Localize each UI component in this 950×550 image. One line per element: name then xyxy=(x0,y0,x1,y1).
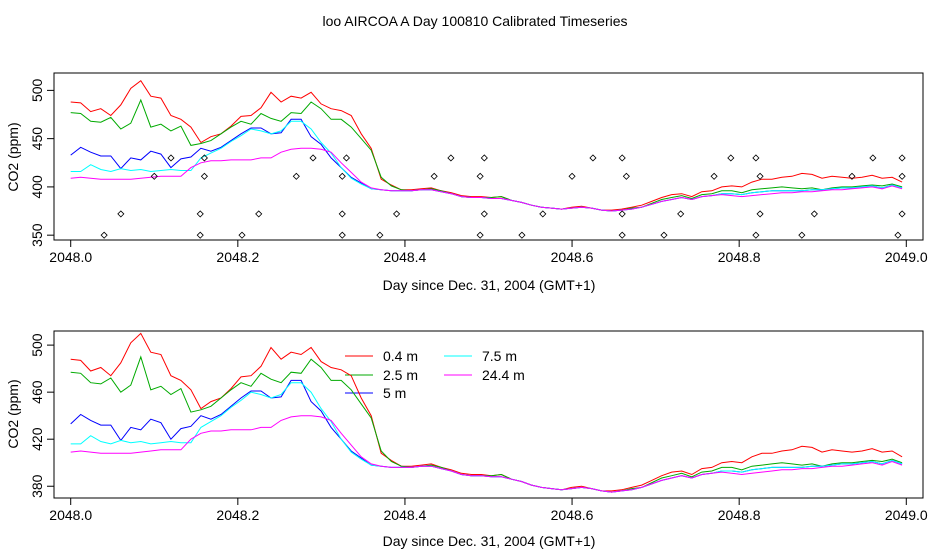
calibration-point xyxy=(338,210,346,218)
calibration-point xyxy=(869,154,877,162)
calibration-point xyxy=(255,210,263,218)
calibration-point xyxy=(894,231,902,239)
top-y-tick-label: 500 xyxy=(29,78,45,102)
calibration-point xyxy=(618,210,626,218)
calibration-point xyxy=(292,172,300,180)
calibration-point xyxy=(393,210,401,218)
bottom-y-tick-label: 420 xyxy=(29,427,45,451)
bottom-series-24-4-mm-line xyxy=(70,415,903,493)
calibration-point xyxy=(810,210,818,218)
top-series-4-line xyxy=(70,147,903,212)
calibration-point xyxy=(200,172,208,180)
bottom-x-tick-label: 2049.0 xyxy=(885,507,928,523)
top-x-tick-label: 2048.4 xyxy=(384,249,427,265)
top-series-1-line xyxy=(70,98,903,212)
calibration-point xyxy=(848,172,856,180)
top-y-tick-label: 350 xyxy=(29,223,45,247)
calibration-point xyxy=(589,154,597,162)
calibration-point xyxy=(518,231,526,239)
calibration-point xyxy=(338,231,346,239)
calibration-point xyxy=(117,210,125,218)
calibration-point xyxy=(756,172,764,180)
bottom-x-tick-label: 2048.6 xyxy=(551,507,594,523)
bottom-x-tick-label: 2048.2 xyxy=(216,507,259,523)
calibration-point xyxy=(622,172,630,180)
calibration-point xyxy=(898,210,906,218)
top-x-tick-label: 2048.2 xyxy=(216,249,259,265)
calibration-point xyxy=(798,231,806,239)
legend-label: 7.5 m xyxy=(482,348,517,364)
calibration-point xyxy=(568,172,576,180)
calibration-point xyxy=(618,231,626,239)
top-plot-frame xyxy=(53,72,924,241)
calibration-point xyxy=(376,231,384,239)
top-x-tick-label: 2049.0 xyxy=(885,249,928,265)
calibration-point xyxy=(898,154,906,162)
calibration-point xyxy=(618,154,626,162)
legend-label: 24.4 m xyxy=(482,367,525,383)
legend-label: 5 m xyxy=(383,385,406,401)
calibration-point xyxy=(752,231,760,239)
calibration-point xyxy=(756,210,764,218)
calibration-point xyxy=(342,154,351,162)
bottom-series-2-5-mm-line xyxy=(70,355,903,493)
bottom-y-axis-label: CO2 (ppm) xyxy=(5,379,21,448)
calibration-point xyxy=(196,210,204,218)
top-x-axis-label: Day since Dec. 31, 2004 (GMT+1) xyxy=(383,277,596,293)
calibration-point xyxy=(447,154,455,162)
calibration-point xyxy=(476,231,484,239)
calibration-point xyxy=(752,154,760,162)
top-y-tick-label: 450 xyxy=(29,127,45,151)
calibration-point xyxy=(898,172,906,180)
calibration-point xyxy=(196,231,204,239)
bottom-timeseries-panel: Day since Dec. 31, 2004 (GMT+1) CO2 (ppm… xyxy=(5,330,928,549)
bottom-x-tick-label: 2048.0 xyxy=(49,507,92,523)
top-y-tick-label: 400 xyxy=(29,175,45,199)
bottom-x-tick-label: 2048.8 xyxy=(718,507,761,523)
calibration-point xyxy=(150,172,158,180)
bottom-y-tick-label: 500 xyxy=(29,333,45,357)
calibration-point xyxy=(309,154,317,162)
calibration-point xyxy=(727,154,735,162)
calibration-point xyxy=(677,210,685,218)
calibration-point xyxy=(200,154,208,162)
figure-title: loo AIRCOA A Day 100810 Calibrated Times… xyxy=(322,13,627,29)
bottom-plot-frame xyxy=(53,330,924,499)
bottom-x-tick-label: 2048.4 xyxy=(384,507,427,523)
calibration-point xyxy=(167,154,175,162)
calibration-point xyxy=(480,210,488,218)
calibration-point xyxy=(338,172,346,180)
legend-label: 2.5 m xyxy=(383,367,418,383)
bottom-series-0-4-mm-line xyxy=(70,332,903,492)
calibration-point xyxy=(710,172,718,180)
calibration-point xyxy=(480,154,488,162)
calibration-point xyxy=(539,210,547,218)
calibration-point xyxy=(660,231,668,239)
top-x-tick-label: 2048.8 xyxy=(718,249,761,265)
top-timeseries-panel: Day since Dec. 31, 2004 (GMT+1) CO2 (ppm… xyxy=(5,72,928,293)
bottom-y-tick-label: 460 xyxy=(29,380,45,404)
top-x-tick-label: 2048.0 xyxy=(49,249,92,265)
calibration-point xyxy=(476,172,484,180)
calibration-point xyxy=(430,172,438,180)
top-y-axis-label: CO2 (ppm) xyxy=(5,122,21,191)
calibration-point xyxy=(238,231,246,239)
bottom-x-axis-label: Day since Dec. 31, 2004 (GMT+1) xyxy=(383,533,596,549)
legend-label: 0.4 m xyxy=(383,348,418,364)
bottom-legend: 0.4 m 2.5 m 5 m 7.5 m 24.4 m xyxy=(345,348,525,401)
top-x-tick-label: 2048.6 xyxy=(551,249,594,265)
bottom-y-tick-label: 380 xyxy=(29,474,45,498)
calibration-point xyxy=(100,231,108,239)
